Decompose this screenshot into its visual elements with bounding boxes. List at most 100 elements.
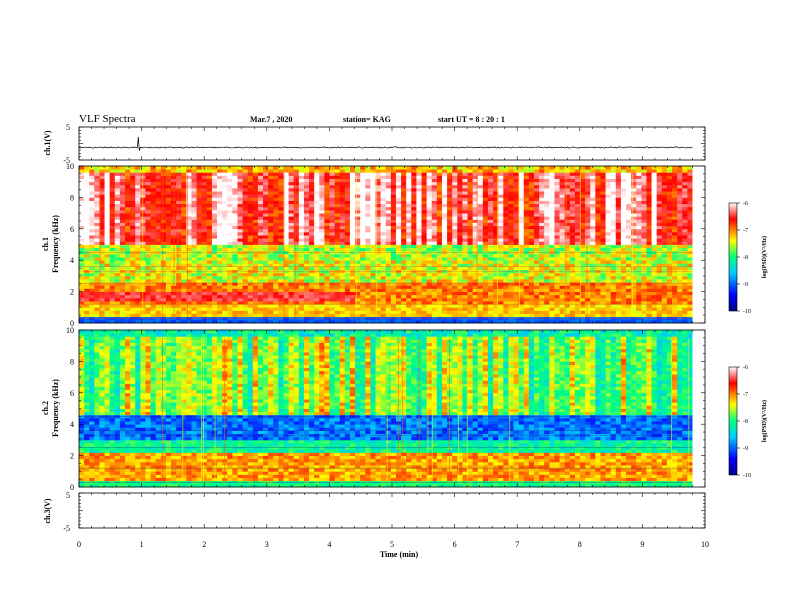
spectrogram-cell	[559, 191, 566, 195]
spectrogram-cell	[217, 310, 223, 314]
spectrogram-cell	[523, 297, 530, 302]
spectrogram-cell	[344, 197, 351, 201]
spectrogram-cell	[303, 285, 310, 289]
spectrogram-cell	[370, 253, 376, 258]
spectrogram-cell	[84, 209, 90, 214]
spectrogram-cell	[339, 288, 346, 292]
spectrogram-cell	[237, 187, 243, 192]
spectrogram-cell	[431, 191, 438, 195]
spectrogram-cell	[283, 166, 289, 170]
spectrogram-cell	[436, 304, 443, 308]
spectrogram-cell	[94, 219, 100, 223]
spectrogram-cell	[549, 313, 555, 318]
spectrogram-cell	[385, 263, 392, 267]
spectrogram-cell	[493, 272, 499, 277]
spectrogram-cell	[237, 263, 243, 267]
spectrogram-cell	[242, 219, 249, 223]
spectrogram-cell	[569, 244, 576, 249]
spectrogram-cell	[462, 191, 468, 195]
spectrogram-cell	[242, 197, 249, 201]
spectrogram-cell	[406, 184, 412, 189]
spectrogram-cell	[257, 301, 264, 305]
spectrogram-cell	[518, 310, 525, 314]
spectrogram-cell	[452, 253, 458, 258]
spectrogram-cell	[217, 172, 223, 176]
spectrogram-cell	[406, 247, 412, 252]
spectrogram-cell	[559, 241, 566, 245]
spectrogram-cell	[395, 238, 402, 242]
spectrogram-cell	[559, 291, 566, 296]
spectrogram-cell	[431, 244, 438, 249]
spectrogram-cell	[518, 253, 525, 258]
spectrogram-cell	[421, 244, 428, 249]
spectrogram-cell	[564, 216, 571, 220]
spectrogram-cell	[227, 313, 233, 318]
spectrogram-cell	[554, 301, 560, 305]
spectrogram-cell	[487, 228, 494, 233]
spectrogram-cell	[222, 247, 228, 252]
spectrogram-cell	[436, 238, 443, 242]
spectrogram-cell	[227, 209, 233, 214]
spectrogram-cell	[278, 263, 284, 267]
spectrogram-cell	[472, 244, 479, 249]
spectrogram-cell	[155, 178, 162, 183]
spectrogram-cell	[334, 187, 341, 192]
spectrogram-cell	[395, 191, 402, 195]
spectrogram-cell	[493, 304, 499, 308]
spectrogram-cell	[508, 187, 514, 192]
spectrogram-cell	[462, 166, 468, 170]
spectrogram-cell	[426, 291, 433, 296]
spectrogram-cell	[211, 253, 218, 258]
spectrogram-cell	[528, 169, 535, 173]
spectrogram-cell	[232, 307, 238, 311]
spectrogram-cell	[365, 191, 371, 195]
spectrogram-cell	[288, 319, 295, 324]
spectrogram-cell	[201, 294, 208, 299]
spectrogram-cell	[462, 178, 468, 183]
spectrogram-cell	[227, 310, 233, 314]
spectrogram-cell	[360, 181, 366, 186]
spectrogram-cell	[109, 225, 116, 230]
spectrogram-cell	[447, 272, 453, 277]
spectrogram-cell	[441, 272, 448, 277]
spectrogram-cell	[79, 285, 85, 289]
spectrogram-cell	[554, 172, 560, 176]
spectrogram-cell	[135, 319, 141, 324]
spectrogram-cell	[186, 231, 192, 236]
spectrogram-cell	[298, 209, 305, 214]
spectrogram-cell	[436, 191, 443, 195]
spectrogram-cell	[493, 178, 499, 183]
spectrogram-cell	[196, 197, 203, 201]
spectrogram-cell	[554, 288, 560, 292]
spectrogram-cell	[155, 257, 162, 261]
spectrogram-cell	[380, 313, 387, 318]
spectrogram-cell	[288, 266, 295, 271]
spectrogram-cell	[452, 257, 458, 261]
spectrogram-cell	[201, 197, 208, 201]
spectrogram-cell	[257, 241, 264, 245]
spectrogram-cell	[447, 235, 453, 239]
spectrogram-cell	[288, 253, 295, 258]
spectrogram-cell	[390, 206, 397, 211]
spectrogram-cell	[247, 219, 254, 223]
spectrogram-cell	[411, 279, 417, 283]
spectrogram-cell	[385, 253, 392, 258]
spectrogram-cell	[135, 279, 141, 283]
spectrogram-cell	[268, 175, 274, 179]
spectrogram-cell	[303, 257, 310, 261]
spectrogram-cell	[355, 191, 361, 195]
spectrogram-cell	[431, 310, 438, 314]
spectrogram-cell	[406, 310, 412, 314]
spectrogram-cell	[528, 166, 535, 170]
spectrogram-cell	[181, 319, 187, 324]
spectrogram-cell	[114, 225, 121, 230]
spectrogram-cell	[508, 257, 514, 261]
spectrogram-cell	[360, 301, 366, 305]
spectrogram-cell	[303, 194, 310, 198]
spectrogram-cell	[426, 228, 433, 233]
spectrogram-cell	[564, 172, 571, 176]
spectrogram-cell	[84, 228, 90, 233]
spectrogram-cell	[298, 279, 305, 283]
spectrogram-cell	[513, 260, 520, 264]
spectrogram-cell	[390, 247, 397, 252]
